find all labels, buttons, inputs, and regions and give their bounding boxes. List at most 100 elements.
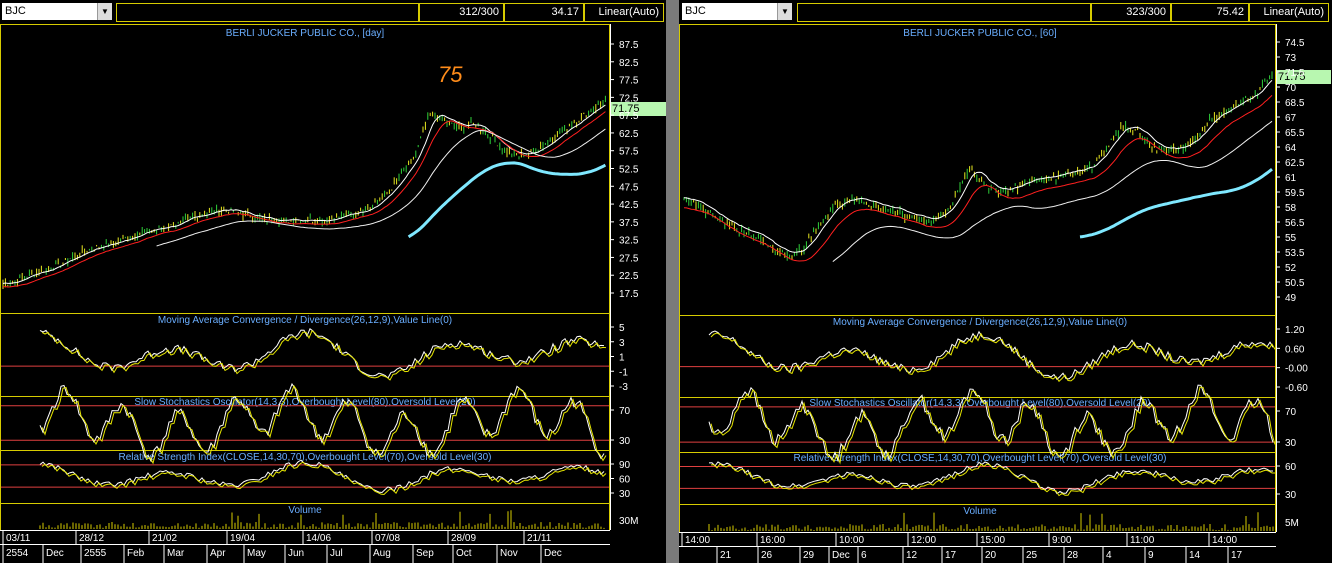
chevron-down-icon[interactable]: ▼	[97, 3, 112, 20]
indicator-main-line	[39, 328, 605, 379]
price-tick-label: 52	[1285, 263, 1297, 274]
price-tick-label: 52.5	[619, 165, 639, 176]
price-tick-label: 68.5	[1285, 98, 1305, 109]
date-label: Apr	[210, 548, 226, 559]
pane-border	[0, 450, 610, 504]
price-tick-label: 65.5	[1285, 128, 1305, 139]
pane-border	[0, 24, 610, 314]
indicator-tick-label: 3	[619, 338, 625, 349]
left-symbol-value: BJC	[5, 5, 26, 17]
pane-border	[0, 503, 610, 531]
left-macd-title: Moving Average Convergence / Divergence(…	[157, 315, 453, 326]
date-label: Jun	[288, 548, 304, 559]
date-label: 16:00	[760, 535, 785, 546]
date-label: 2554	[6, 548, 29, 559]
right-chart-panel: BJC ▼ 323/300 75.42 Linear(Auto) BERLI J…	[679, 0, 1332, 563]
price-tick-label: 62.5	[1285, 158, 1305, 169]
date-label: May	[247, 548, 266, 559]
date-label: 9	[1148, 550, 1154, 561]
date-label: 25	[1026, 550, 1038, 561]
date-label: 28/09	[451, 533, 476, 544]
date-label: Dec	[46, 548, 64, 559]
slow-ma-line	[832, 120, 1273, 262]
right-blank-cell	[797, 3, 1091, 22]
price-tick-label: 87.5	[619, 40, 639, 51]
date-label: 14:00	[1212, 535, 1237, 546]
price-tick-label: 17.5	[619, 289, 639, 300]
price-tick-label: 77.5	[619, 76, 639, 87]
date-label: 17	[945, 550, 957, 561]
price-tick-label: 71.5	[1285, 68, 1305, 79]
left-toolbar: BJC ▼ 312/300 34.17 Linear(Auto)	[0, 0, 666, 24]
date-label: 14/06	[306, 533, 331, 544]
right-toolbar: BJC ▼ 323/300 75.42 Linear(Auto)	[679, 0, 1332, 24]
date-label: Feb	[127, 548, 145, 559]
indicator-tick-label: 60	[1285, 462, 1297, 473]
date-label: 03/11	[6, 533, 31, 544]
panel-separator[interactable]	[666, 0, 679, 563]
date-label: 4	[1106, 550, 1112, 561]
date-label: 6	[861, 550, 867, 561]
left-value: 34.17	[504, 3, 584, 22]
left-rsi-title: Relative Strength Index(CLOSE,14,30,70),…	[118, 452, 492, 463]
right-symbol-select[interactable]: BJC ▼	[682, 3, 792, 20]
indicator-tick-label: 30	[619, 489, 631, 500]
date-label: 07/08	[375, 533, 400, 544]
price-tick-label: 59.5	[1285, 188, 1305, 199]
right-scale-mode[interactable]: Linear(Auto)	[1249, 3, 1329, 22]
indicator-tick-label: 60	[619, 475, 631, 486]
volume-tick-label: 30M	[619, 516, 638, 527]
long-ma-line	[1079, 168, 1273, 239]
right-price-title: BERLI JUCKER PUBLIC CO., [60]	[903, 28, 1057, 39]
left-scale-mode[interactable]: Linear(Auto)	[584, 3, 664, 22]
date-label: 21	[720, 550, 732, 561]
date-label: Aug	[373, 548, 391, 559]
left-symbol-select[interactable]: BJC ▼	[2, 3, 112, 20]
indicator-tick-label: 0.60	[1285, 344, 1305, 355]
indicator-tick-label: 70	[1285, 407, 1297, 418]
right-chart-svg: 74.57371.57068.56765.56462.56159.55856.5…	[679, 24, 1308, 563]
right-price-tag: 71.75	[1276, 70, 1331, 84]
date-label: 29	[803, 550, 815, 561]
date-label: 21/02	[152, 533, 177, 544]
indicator-tick-label: 30	[619, 436, 631, 447]
left-blank-cell	[116, 3, 419, 22]
left-stoch-title: Slow Stochastics Oscillator(14,3,3),Over…	[134, 397, 476, 408]
price-tick-label: 67.5	[619, 111, 639, 122]
date-label: 20	[985, 550, 997, 561]
date-label: 2555	[84, 548, 107, 559]
indicator-tick-label: -0.00	[1285, 364, 1308, 375]
date-label: 21/11	[527, 533, 552, 544]
left-peak-label: 75	[438, 62, 463, 87]
date-label: 14	[1189, 550, 1201, 561]
red-ma-line	[683, 95, 1273, 262]
date-label: 15:00	[980, 535, 1005, 546]
left-counter: 312/300	[419, 3, 504, 22]
price-tick-label: 73	[1285, 53, 1297, 64]
chevron-down-icon[interactable]: ▼	[777, 3, 792, 20]
indicator-signal-line	[710, 332, 1276, 383]
price-tick-label: 74.5	[1285, 38, 1305, 49]
price-tick-label: 57.5	[619, 147, 639, 158]
date-axis-background	[0, 530, 610, 563]
price-tick-label: 56.5	[1285, 218, 1305, 229]
indicator-tick-label: -0.60	[1285, 383, 1308, 394]
pane-border	[679, 397, 1276, 453]
indicator-tick-label: 30	[1285, 438, 1297, 449]
indicator-main-line	[708, 330, 1274, 381]
pane-border	[0, 313, 610, 397]
price-tick-label: 53.5	[1285, 248, 1305, 259]
date-label: 14:00	[685, 535, 710, 546]
left-chart-svg: 87.5 82.5 77.5 72.5 67.5 62.5 57.5 52.5 47.5 42.5…	[0, 24, 639, 563]
date-label: 12	[906, 550, 918, 561]
date-label: 17	[1231, 550, 1243, 561]
price-tick-label: 64	[1285, 143, 1297, 154]
fast-ma-line	[683, 79, 1273, 253]
indicator-main-line	[39, 382, 605, 463]
right-volume-title: Volume	[963, 506, 997, 517]
left-price-title: BERLI JUCKER PUBLIC CO., [day]	[225, 28, 385, 39]
indicator-tick-label: 1	[619, 353, 625, 364]
right-symbol-value: BJC	[685, 5, 706, 17]
indicator-signal-line	[41, 384, 607, 465]
indicator-tick-label: 1.20	[1285, 325, 1305, 336]
